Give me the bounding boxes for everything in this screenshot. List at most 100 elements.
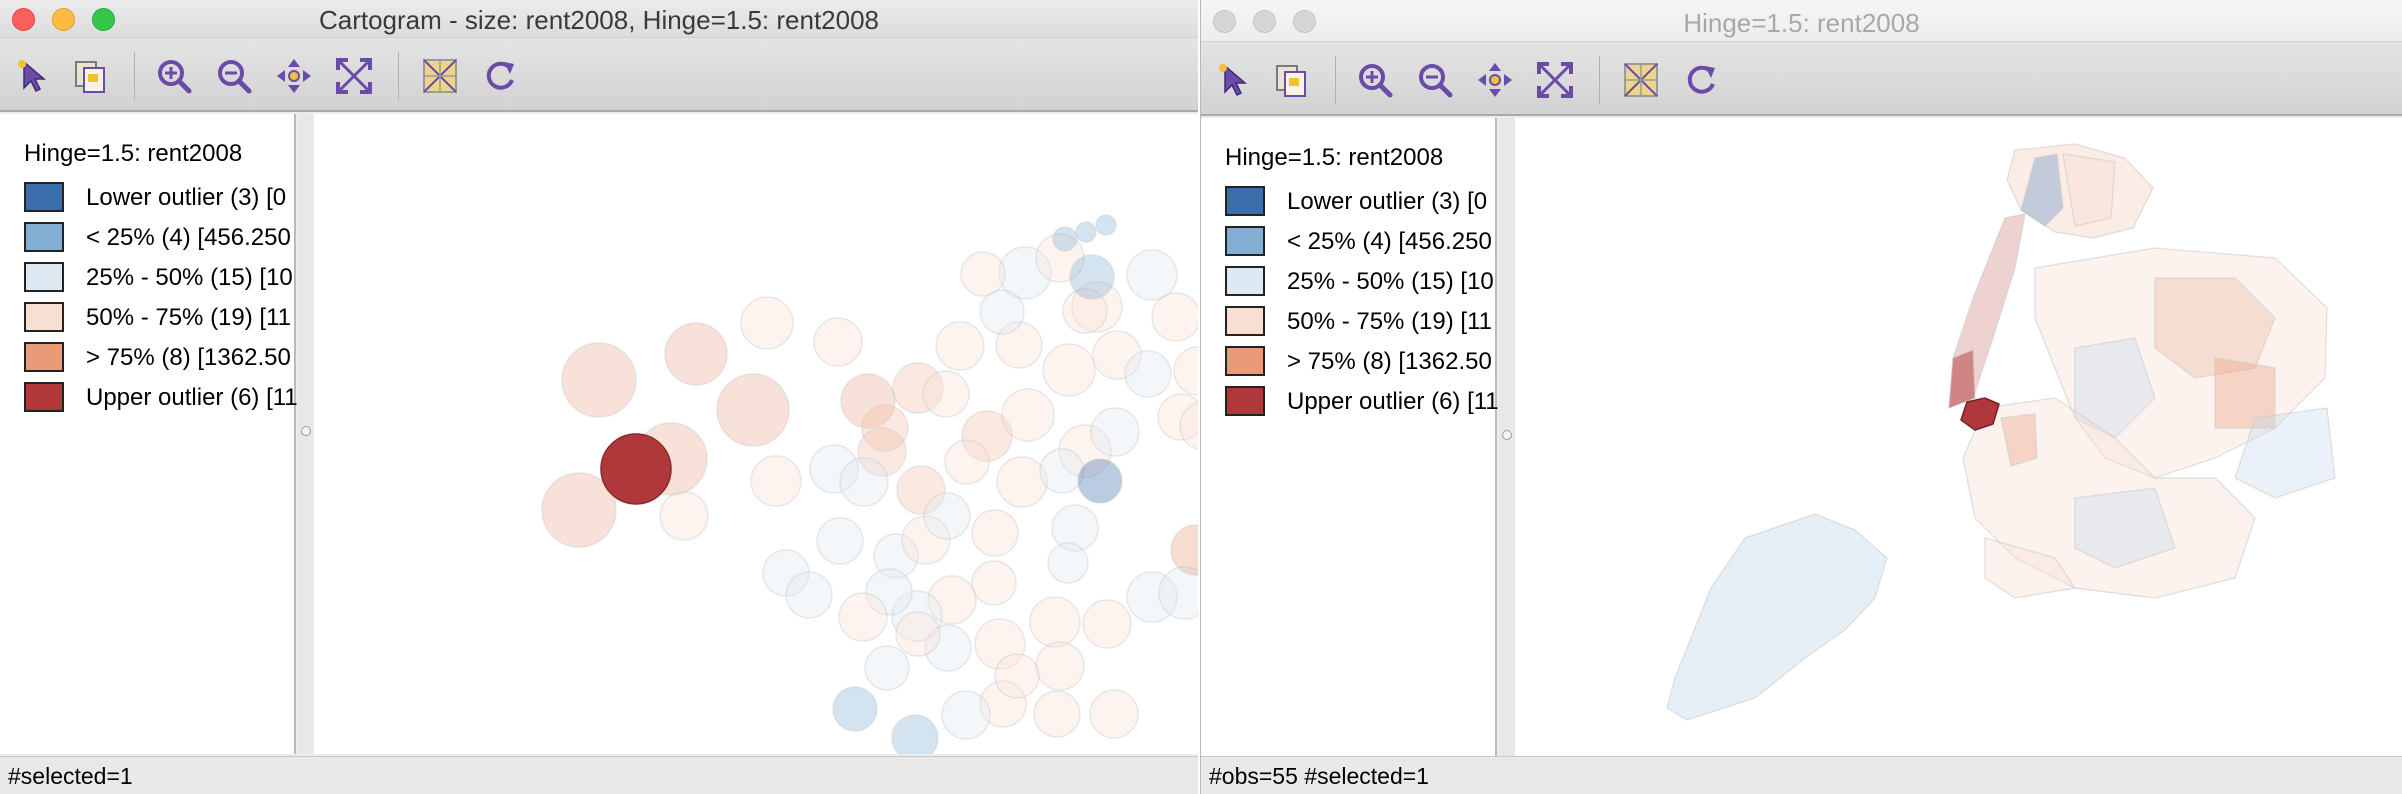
cartogram-circle[interactable] — [1170, 524, 1198, 576]
cartogram-circle[interactable] — [1179, 401, 1198, 451]
maximize-window-button[interactable] — [92, 8, 115, 31]
cartogram-circle[interactable] — [541, 472, 617, 548]
cartogram-circle[interactable] — [1082, 599, 1132, 649]
map-region[interactable] — [1666, 513, 1888, 721]
map-canvas[interactable] — [1515, 118, 2402, 758]
map-region[interactable] — [2000, 413, 2038, 467]
cartogram-circle[interactable] — [971, 509, 1019, 557]
refresh-icon[interactable] — [480, 56, 520, 96]
selected-cartogram-circle[interactable] — [600, 433, 672, 505]
cartogram-circle[interactable] — [1077, 458, 1123, 504]
zoom-in-icon[interactable] — [154, 56, 194, 96]
cartogram-circle[interactable] — [961, 410, 1013, 462]
selected-map-region[interactable] — [1960, 397, 2000, 431]
cartogram-circle[interactable] — [1001, 388, 1055, 442]
cartogram-circle[interactable] — [1051, 504, 1099, 552]
minimize-window-button[interactable] — [52, 8, 75, 31]
minimize-window-button[interactable] — [1253, 10, 1276, 33]
select-arrow-icon[interactable] — [14, 56, 54, 96]
map-region[interactable] — [1984, 537, 2077, 599]
cartogram-circle[interactable] — [892, 362, 944, 414]
cartogram-circle[interactable] — [838, 592, 888, 642]
cartogram-circle[interactable] — [1173, 346, 1198, 396]
cartogram-circle[interactable] — [865, 568, 913, 616]
map-region[interactable] — [2234, 407, 2336, 499]
cartogram-circle[interactable] — [840, 373, 896, 429]
cartogram-circle[interactable] — [891, 590, 943, 642]
map-region[interactable] — [2062, 153, 2116, 227]
cartogram-circle[interactable] — [995, 321, 1043, 369]
cartogram-circle[interactable] — [960, 251, 1006, 297]
select-arrow-icon[interactable] — [1215, 60, 1255, 100]
cartogram-circle[interactable] — [832, 686, 878, 732]
cartogram-circle[interactable] — [813, 317, 863, 367]
fit-extent-icon[interactable] — [334, 56, 374, 96]
toggle-basemap-icon[interactable] — [1621, 60, 1661, 100]
fit-extent-icon[interactable] — [1535, 60, 1575, 100]
title-bar[interactable]: Cartogram - size: rent2008, Hinge=1.5: r… — [0, 0, 1198, 38]
cartogram-circle[interactable] — [922, 370, 970, 418]
cartogram-circle[interactable] — [561, 342, 637, 418]
cartogram-canvas[interactable] — [314, 114, 1198, 762]
cartogram-circle[interactable] — [1095, 214, 1117, 236]
cartogram-circle[interactable] — [927, 575, 977, 625]
cartogram-circle[interactable] — [740, 296, 794, 350]
cartogram-circle[interactable] — [1126, 571, 1178, 623]
map-region[interactable] — [1948, 349, 1976, 409]
pan-icon[interactable] — [274, 56, 314, 96]
map-region[interactable] — [2074, 337, 2156, 439]
cartogram-circle[interactable] — [861, 404, 909, 452]
cartogram-circle[interactable] — [1047, 542, 1089, 584]
cartogram-circle[interactable] — [839, 457, 889, 507]
cartogram-circle[interactable] — [1035, 641, 1085, 691]
cartogram-circle[interactable] — [896, 465, 946, 515]
panel-splitter[interactable] — [1499, 118, 1515, 758]
cartogram-circle[interactable] — [1090, 407, 1140, 457]
zoom-out-icon[interactable] — [214, 56, 254, 96]
cartogram-circle[interactable] — [1035, 233, 1085, 283]
cartogram-circle[interactable] — [935, 321, 985, 371]
cartogram-circle[interactable] — [857, 427, 907, 477]
cartogram-circle[interactable] — [1062, 288, 1108, 334]
cartogram-svg[interactable] — [314, 114, 1198, 762]
refresh-icon[interactable] — [1681, 60, 1721, 100]
cartogram-circle[interactable] — [816, 517, 864, 565]
copy-selection-icon[interactable] — [70, 56, 110, 96]
cartogram-circle[interactable] — [1069, 254, 1115, 300]
splitter-handle[interactable] — [1502, 430, 1512, 440]
cartogram-circle[interactable] — [923, 492, 971, 540]
map-region[interactable] — [2154, 277, 2276, 379]
toggle-basemap-icon[interactable] — [420, 56, 460, 96]
cartogram-circle[interactable] — [1075, 221, 1097, 243]
cartogram-circle[interactable] — [1124, 350, 1172, 398]
zoom-in-icon[interactable] — [1355, 60, 1395, 100]
cartogram-circle[interactable] — [873, 533, 919, 579]
cartogram-circle[interactable] — [762, 549, 810, 597]
cartogram-circle[interactable] — [1052, 226, 1078, 252]
map-region[interactable] — [2214, 357, 2276, 429]
close-window-button[interactable] — [1213, 10, 1236, 33]
cartogram-circle[interactable] — [895, 611, 941, 657]
cartogram-circle[interactable] — [1089, 689, 1139, 739]
cartogram-circle[interactable] — [1126, 249, 1178, 301]
cartogram-circle[interactable] — [901, 515, 951, 565]
cartogram-circle[interactable] — [664, 322, 728, 386]
map-region[interactable] — [2074, 487, 2176, 569]
cartogram-circle[interactable] — [924, 624, 972, 672]
pan-icon[interactable] — [1475, 60, 1515, 100]
cartogram-circle[interactable] — [1092, 330, 1142, 380]
cartogram-circle[interactable] — [996, 456, 1048, 508]
copy-selection-icon[interactable] — [1271, 60, 1311, 100]
cartogram-circle[interactable] — [891, 714, 939, 762]
cartogram-circle[interactable] — [1029, 596, 1081, 648]
cartogram-circle[interactable] — [864, 645, 910, 691]
cartogram-circle[interactable] — [785, 571, 833, 619]
cartogram-circle[interactable] — [971, 560, 1017, 606]
cartogram-circle[interactable] — [979, 680, 1027, 728]
cartogram-circle[interactable] — [974, 618, 1026, 670]
panel-splitter[interactable] — [298, 114, 314, 754]
close-window-button[interactable] — [12, 8, 35, 31]
nyc-map-svg[interactable] — [1515, 118, 2402, 758]
title-bar[interactable]: Hinge=1.5: rent2008 — [1201, 0, 2402, 42]
zoom-out-icon[interactable] — [1415, 60, 1455, 100]
